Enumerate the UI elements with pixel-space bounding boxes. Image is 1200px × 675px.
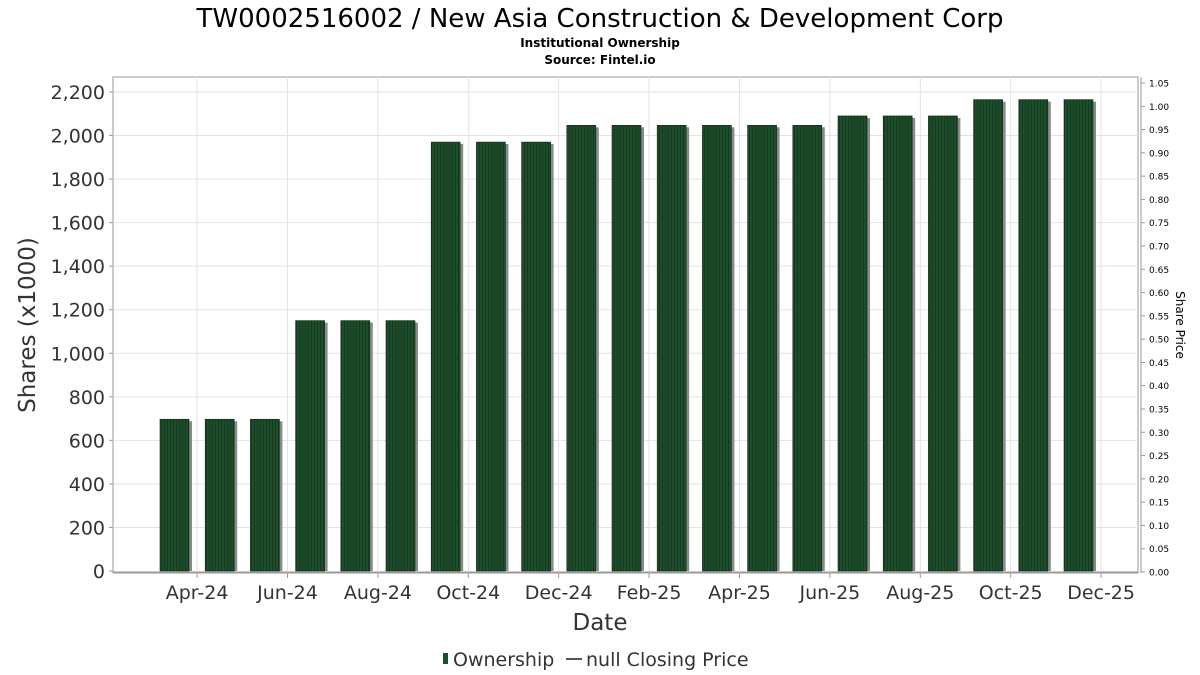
x-tick-label: Dec-24: [525, 582, 593, 604]
y-tick-label: 1,600: [51, 213, 105, 235]
y2-tick-label: 0.20: [1149, 475, 1169, 485]
ownership-bar: [476, 141, 506, 572]
y2-tick-label: 0.65: [1149, 266, 1169, 276]
y2-tick-label: 0.75: [1149, 219, 1169, 229]
x-tick-label: Jun-25: [799, 582, 861, 604]
y-tick-label: 400: [69, 474, 105, 496]
y-tick-label: 2,000: [51, 126, 105, 148]
y2-tick-label: 0.90: [1149, 149, 1169, 159]
y2-tick-label: 0.15: [1149, 499, 1169, 509]
ownership-bar: [837, 115, 868, 572]
ownership-bar: [656, 125, 687, 572]
x-tick-label: Feb-25: [617, 582, 682, 604]
ownership-bar: [521, 141, 551, 572]
ownership-bar: [882, 115, 913, 572]
y-tick-label: 2,200: [51, 82, 105, 104]
y2-tick-label: 0.55: [1149, 312, 1169, 322]
y2-tick-label: 0.85: [1149, 173, 1169, 183]
x-tick-label: Dec-25: [1067, 582, 1135, 604]
ownership-bar: [973, 99, 1003, 572]
y2-tick-label: 0.30: [1149, 429, 1169, 439]
x-tick-label: Aug-25: [886, 582, 954, 604]
y2-tick-label: 0.40: [1149, 382, 1169, 392]
y-tick-label: 800: [69, 387, 105, 409]
y-tick-label: 200: [69, 517, 105, 539]
ownership-bar: [1063, 99, 1094, 572]
legend: Ownership null Closing Price: [443, 649, 749, 671]
legend-ownership-swatch: [443, 653, 448, 664]
chart-subtitle-line-1: Institutional Ownership: [520, 36, 680, 50]
ownership-bar: [295, 320, 325, 572]
y2-tick-label: 1.00: [1149, 103, 1169, 113]
y2-tick-label: 0.70: [1149, 243, 1169, 253]
x-axis-label: Date: [573, 610, 628, 636]
x-tick-label: Apr-24: [166, 582, 229, 604]
chart-subtitle-line-2: Source: Fintel.io: [544, 53, 655, 67]
y-axis-label: Shares (x1000): [15, 237, 41, 413]
x-tick-label: Jun-24: [256, 582, 318, 604]
ownership-bar: [747, 125, 777, 572]
x-axis: Apr-24 Jun-24 Aug-24 Oct-24 Dec-24 Feb-25 Apr-…: [113, 571, 1138, 604]
ownership-bar: [928, 115, 958, 572]
y2-tick-label: 0.50: [1149, 336, 1169, 346]
secondary-y-axis-label: Share Price: [1173, 291, 1187, 359]
ownership-bar: [250, 418, 280, 572]
y-tick-label: 1,400: [51, 256, 105, 278]
x-tick-label: Apr-25: [708, 582, 771, 604]
y-axis: 0 200 400 600 800 1,000 1,200 1,400 1,600 1,800 2,…: [51, 82, 113, 583]
ownership-bar: [159, 418, 190, 572]
ownership-bar: [340, 320, 371, 572]
y2-tick-label: 0.05: [1149, 545, 1169, 555]
chart-title: TW0002516002 / New Asia Construction & D…: [196, 4, 1004, 34]
y-tick-label: 1,200: [51, 300, 105, 322]
x-tick-label: Aug-24: [344, 582, 412, 604]
x-tick-label: Oct-24: [436, 582, 500, 604]
ownership-bar: [385, 320, 416, 572]
legend-ownership-label: Ownership: [453, 649, 554, 671]
y2-tick-label: 0.00: [1149, 569, 1169, 579]
y-tick-label: 1,800: [51, 169, 105, 191]
ownership-bar: [204, 418, 235, 572]
ownership-bar: [611, 125, 642, 572]
y2-tick-label: 0.45: [1149, 359, 1169, 369]
ownership-bar: [792, 125, 823, 572]
y2-tick-label: 0.25: [1149, 452, 1169, 462]
y-tick-label: 1,000: [51, 343, 105, 365]
y2-tick-label: 1.05: [1149, 80, 1169, 90]
secondary-y-axis: 0.00 0.05 0.10 0.15 0.20 0.25 0.30 0.35 0.40 0.45…: [1140, 77, 1169, 579]
y2-tick-label: 0.10: [1149, 522, 1169, 532]
x-tick-label: Oct-25: [979, 582, 1043, 604]
ownership-bar: [702, 125, 732, 572]
y2-tick-label: 0.95: [1149, 126, 1169, 136]
y-tick-label: 600: [69, 430, 105, 452]
ownership-bar: [566, 125, 597, 572]
y2-tick-label: 0.60: [1149, 289, 1169, 299]
ownership-bar: [1018, 99, 1049, 572]
y2-tick-label: 0.35: [1149, 406, 1169, 416]
ownership-bar: [430, 141, 461, 572]
bars: [159, 99, 1096, 572]
legend-closing-price-label: null Closing Price: [586, 649, 749, 671]
y-tick-label: 0: [93, 561, 105, 583]
y2-tick-label: 0.80: [1149, 196, 1169, 206]
